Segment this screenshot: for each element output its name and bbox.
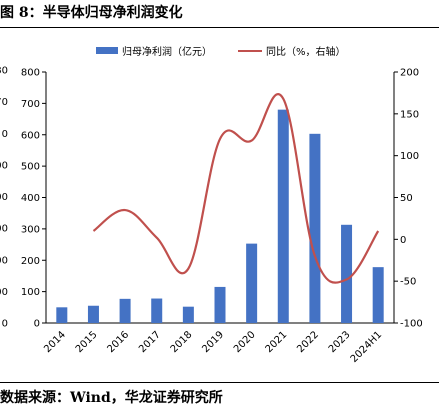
x-tick-label: 2017	[137, 329, 163, 355]
legend-bar-label: 归母净利润（亿元）	[122, 45, 212, 58]
right-tick-label: 0	[400, 235, 406, 246]
figure-title: 图 8：半导体归母净利润变化	[0, 5, 183, 21]
legend-bar-swatch	[96, 47, 118, 54]
bar	[214, 286, 226, 323]
right-tick-label: 150	[400, 109, 419, 120]
right-tick-label: -100	[400, 319, 423, 330]
left-tick-label: 700	[21, 99, 40, 110]
bar	[277, 109, 289, 324]
left-tick-label: 200	[21, 256, 40, 267]
left-tick-label: 600	[21, 130, 40, 141]
legend-line-label: 同比（%，右轴）	[266, 45, 346, 58]
source-divider	[0, 382, 439, 383]
left-tick-label: 800	[21, 68, 40, 79]
outer-tick-label: 0	[2, 129, 8, 140]
bar	[341, 224, 353, 323]
bar	[246, 243, 258, 323]
x-tick-label: 2020	[232, 329, 258, 355]
outer-tick-label: 0	[2, 319, 8, 330]
left-tick-label: 0	[34, 319, 40, 330]
outer-tick-label: 00	[0, 224, 8, 235]
figure-source: 数据来源：Wind，华龙证券研究所	[0, 390, 223, 406]
right-tick-label: 100	[400, 151, 419, 162]
left-tick-label: 100	[21, 287, 40, 298]
x-tick-label: 2024H1	[349, 329, 385, 365]
outer-cropped-axis: 0000000000007080	[0, 66, 8, 330]
title-divider	[0, 27, 439, 28]
bar	[182, 306, 194, 323]
outer-tick-label: 70	[0, 97, 8, 108]
x-tick-label: 2021	[264, 329, 290, 355]
outer-tick-label: 80	[0, 66, 8, 77]
right-tick-label: 50	[400, 193, 413, 204]
x-tick-label: 2023	[327, 329, 353, 355]
left-tick-label: 400	[21, 193, 40, 204]
left-tick-label: 300	[21, 224, 40, 235]
chart: 0000000000007080 01002003004005006007008…	[0, 45, 423, 365]
right-tick-label: 200	[400, 68, 419, 79]
bar	[151, 298, 163, 323]
line-series	[92, 93, 380, 284]
outer-tick-label: 00	[0, 255, 8, 266]
bar-series	[56, 109, 384, 324]
x-tick-label: 2022	[295, 329, 321, 355]
x-tick-labels: 2014 2015 2016 2017 2018 2019 2020 2021 2022 2023…	[42, 329, 384, 365]
x-tick-label: 2015	[74, 329, 100, 355]
outer-tick-label: 00	[0, 160, 8, 171]
bar	[309, 133, 321, 323]
yoy-line	[92, 93, 380, 284]
x-tick-label: 2016	[105, 329, 131, 355]
outer-tick-label: 00	[0, 287, 8, 298]
outer-tick-label: 00	[0, 192, 8, 203]
bar	[119, 298, 131, 323]
bar	[87, 305, 99, 323]
x-tick-label: 2018	[169, 329, 195, 355]
right-tick-label: -50	[400, 277, 416, 288]
x-tick-label: 2014	[42, 329, 68, 355]
x-tick-label: 2019	[200, 329, 226, 355]
bar	[56, 307, 68, 323]
chart-legend: 归母净利润（亿元） 同比（%，右轴）	[96, 45, 346, 58]
bar	[372, 267, 384, 323]
left-tick-label: 500	[21, 162, 40, 173]
